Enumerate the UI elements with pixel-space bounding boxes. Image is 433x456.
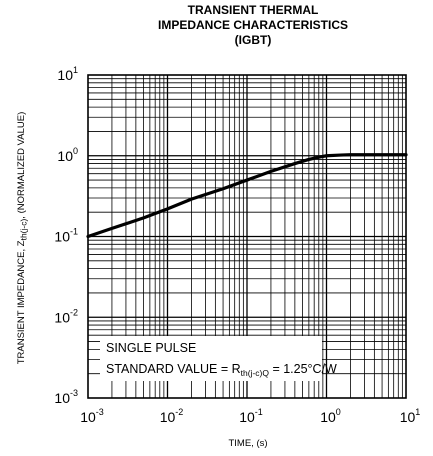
- annotation-box: SINGLE PULSE STANDARD VALUE = Rth(j-c)Q …: [100, 336, 337, 381]
- series-line: [86, 153, 408, 239]
- y-tick-label: 10-1: [54, 227, 78, 245]
- x-tick-label: 10-3: [80, 407, 104, 425]
- x-tick-label: 100: [320, 407, 341, 425]
- x-axis-label: TIME, (s): [228, 438, 267, 449]
- y-tick-label: 100: [57, 146, 78, 164]
- annotation-background: [100, 336, 322, 381]
- y-tick-labels: 10-3 10-2 10-1 100 101: [54, 65, 78, 406]
- y-tick-label: 101: [57, 65, 78, 83]
- y-axis-label-rest: , (NORMALIZED VALUE): [16, 112, 27, 219]
- y-tick-label: 10-3: [54, 388, 78, 406]
- x-tick-label: 101: [400, 407, 421, 425]
- chart-title-line-1: TRANSIENT THERMAL: [188, 3, 319, 17]
- y-axis-label: TRANSIENT IMPEDANCE, Zth(j-c), (NORMALIZ…: [16, 112, 29, 365]
- x-tick-label: 10-1: [239, 407, 263, 425]
- annotation-line-2-subscript: th(j-c)Q: [241, 368, 270, 378]
- y-tick-label: 10-2: [54, 307, 78, 325]
- annotation-line-1: SINGLE PULSE: [106, 341, 196, 355]
- x-tick-labels: 10-3 10-2 10-1 100 101: [80, 407, 420, 425]
- annotation-line-2-prefix: STANDARD VALUE = R: [106, 362, 241, 376]
- y-axis-label-main: TRANSIENT IMPEDANCE, Z: [16, 240, 27, 364]
- x-tick-label: 10-2: [160, 407, 184, 425]
- annotation-line-2-suffix: = 1.25°C/W: [269, 362, 337, 376]
- chart-title-line-2: IMPEDANCE CHARACTERISTICS: [158, 18, 348, 32]
- y-axis-label-subscript: th(j-c): [19, 219, 29, 241]
- chart-title-line-3: (IGBT): [235, 33, 272, 47]
- annotation-line-2: STANDARD VALUE = Rth(j-c)Q = 1.25°C/W: [106, 362, 337, 378]
